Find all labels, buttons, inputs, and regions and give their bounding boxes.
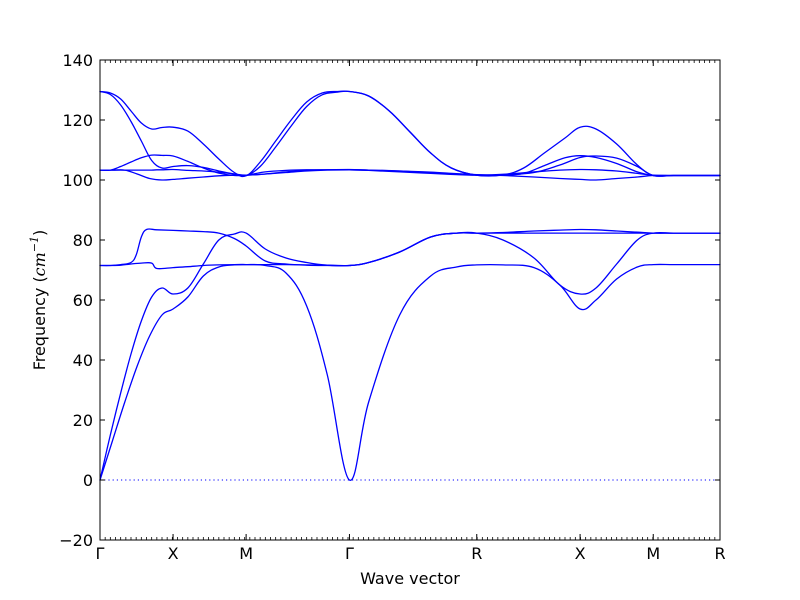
x-tick-label: R	[714, 544, 725, 563]
y-tick-labels: −20 0 20 40 60 80 100 120 140	[59, 51, 93, 550]
x-tick-label: R	[471, 544, 482, 563]
y-tick-label: 100	[62, 171, 93, 190]
y-axis-label-unit: cm	[30, 252, 49, 276]
x-tick-label: X	[575, 544, 586, 563]
x-tick-label: Γ	[96, 544, 105, 563]
x-tick-label: Γ	[345, 544, 354, 563]
y-axis-label: Frequency (cm−1)	[28, 230, 49, 371]
y-tick-label: 80	[73, 231, 93, 250]
y-tick-label: 120	[62, 111, 93, 130]
y-axis-label-text: Frequency (	[30, 276, 49, 370]
y-tick-label: 140	[62, 51, 93, 70]
phonon-branch-9	[99, 90, 721, 177]
y-tick-label: 0	[83, 471, 93, 490]
phonon-branch-1	[99, 263, 721, 481]
y-axis-label-close: )	[30, 230, 49, 236]
y-axis-label-exponent: −1	[28, 236, 41, 252]
axis-ticks	[99, 59, 721, 541]
x-tick-label: X	[168, 544, 179, 563]
plot-area	[99, 90, 721, 481]
x-axis-label: Wave vector	[360, 569, 460, 588]
x-tick-label: M	[646, 544, 660, 563]
y-tick-label: 60	[73, 291, 93, 310]
y-tick-label: −20	[59, 531, 93, 550]
y-tick-label: 20	[73, 411, 93, 430]
y-tick-label: 40	[73, 351, 93, 370]
x-tick-label: M	[239, 544, 253, 563]
phonon-branch-7	[99, 155, 721, 181]
phonon-branch-4	[99, 232, 721, 270]
